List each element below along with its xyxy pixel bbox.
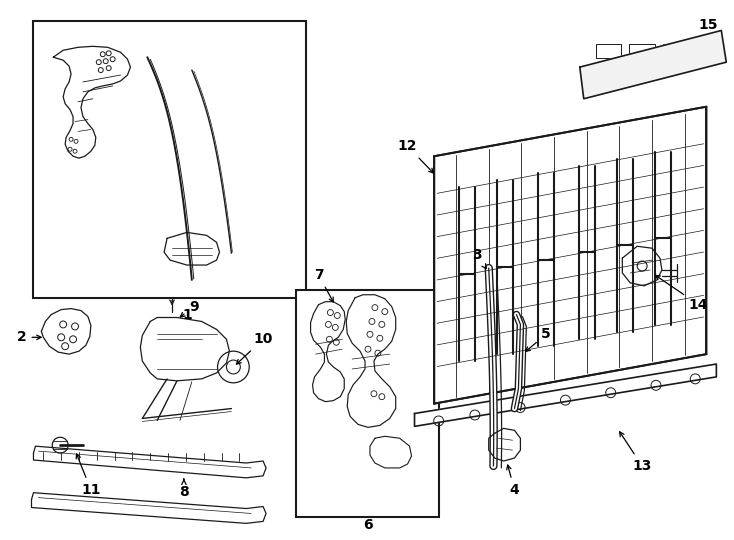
Polygon shape bbox=[435, 107, 706, 403]
Text: 6: 6 bbox=[363, 518, 373, 532]
Text: 3: 3 bbox=[472, 248, 487, 268]
Text: 15: 15 bbox=[699, 18, 718, 43]
Text: 4: 4 bbox=[506, 465, 520, 497]
Polygon shape bbox=[415, 364, 716, 427]
Text: 1: 1 bbox=[182, 308, 192, 321]
Text: 5: 5 bbox=[526, 327, 551, 352]
Text: 10: 10 bbox=[236, 332, 273, 364]
Text: 11: 11 bbox=[76, 454, 101, 497]
Circle shape bbox=[217, 351, 250, 383]
Polygon shape bbox=[580, 30, 726, 99]
Text: 7: 7 bbox=[313, 268, 333, 302]
Text: 13: 13 bbox=[619, 432, 652, 473]
Bar bbox=[697, 44, 722, 58]
Bar bbox=[296, 290, 439, 517]
Bar bbox=[629, 44, 655, 58]
Text: 8: 8 bbox=[179, 479, 189, 499]
Bar bbox=[34, 21, 305, 298]
Circle shape bbox=[52, 437, 68, 453]
Bar bbox=[663, 44, 688, 58]
Text: 9: 9 bbox=[181, 300, 199, 317]
Bar bbox=[595, 44, 622, 58]
Text: 2: 2 bbox=[17, 330, 41, 345]
Text: 12: 12 bbox=[398, 139, 433, 173]
Text: 14: 14 bbox=[655, 275, 708, 312]
